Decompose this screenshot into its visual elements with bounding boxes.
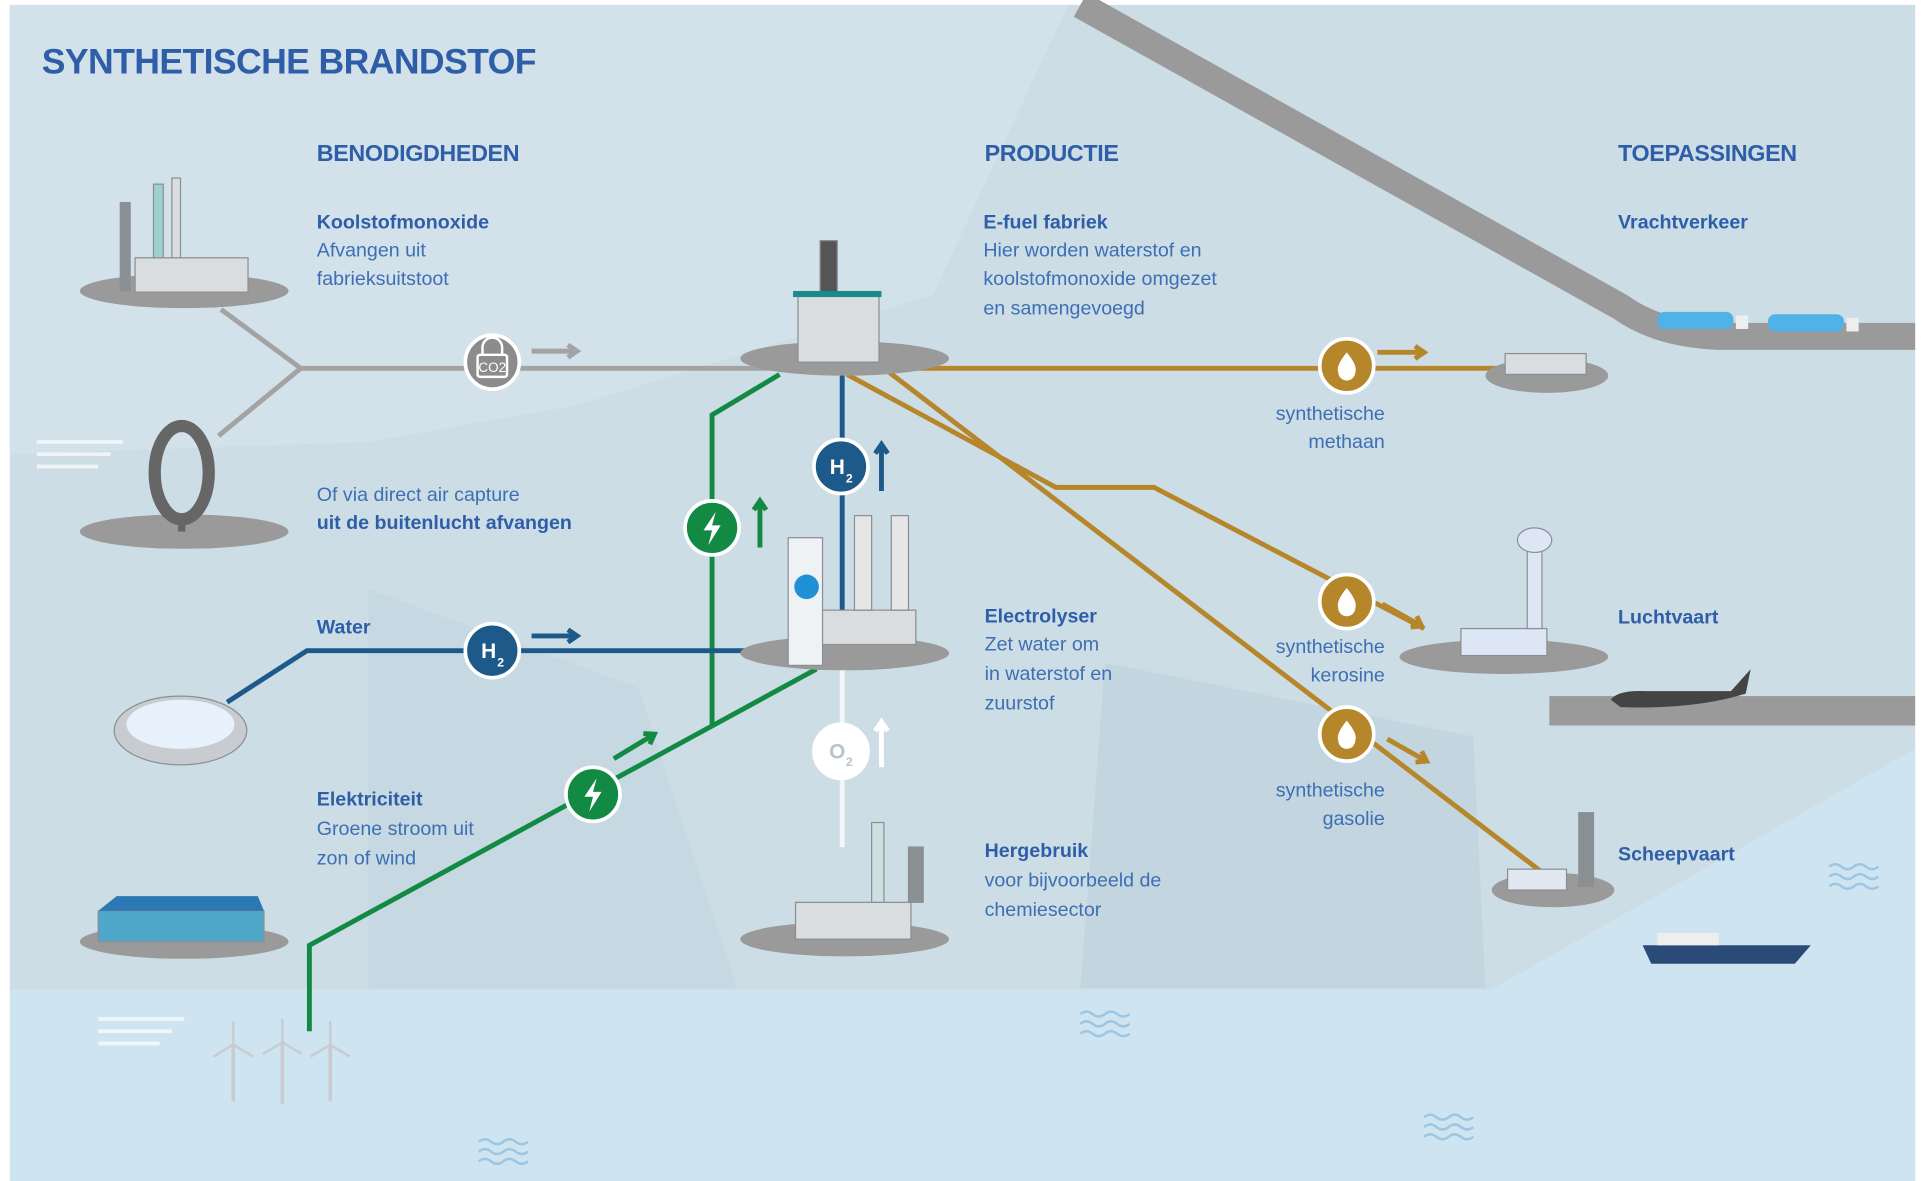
- h2-symbol: H: [830, 456, 845, 479]
- item-title: Water: [317, 616, 371, 638]
- h2-symbol: H: [481, 640, 496, 663]
- item-text: Groene stroom uit: [317, 818, 475, 840]
- building: [872, 823, 884, 903]
- building: [820, 610, 916, 644]
- building: [153, 184, 163, 258]
- item-title: E-fuel fabriek: [983, 211, 1107, 233]
- ship-deck: [1657, 933, 1718, 945]
- fuel-label: kerosine: [1311, 664, 1385, 686]
- item-title: Scheepvaart: [1618, 844, 1735, 866]
- infographic: SYNTHETISCHE BRANDSTOF BENODIGDHEDEN PRO…: [0, 0, 1925, 1181]
- item-title: Luchtvaart: [1618, 607, 1719, 629]
- building: [820, 241, 837, 295]
- column-heading: PRODUCTIE: [985, 140, 1119, 166]
- building: [798, 295, 879, 363]
- o2-sub: 2: [846, 755, 853, 769]
- item-text: Zet water om: [985, 634, 1100, 656]
- tower-top: [1517, 528, 1551, 553]
- co2-label: CO2: [478, 360, 506, 375]
- building: [891, 516, 908, 611]
- h2-sub: 2: [846, 471, 853, 485]
- building: [1505, 354, 1586, 375]
- truck-cab: [1736, 316, 1748, 330]
- item-title: Electrolyser: [985, 605, 1098, 627]
- item-text: Hier worden waterstof en: [983, 240, 1201, 262]
- item-title: Koolstofmonoxide: [317, 211, 489, 233]
- h2-sub: 2: [497, 656, 504, 670]
- truck-cab: [1846, 318, 1858, 332]
- building: [135, 258, 248, 292]
- item-title: Vrachtverkeer: [1618, 211, 1748, 233]
- item-text: koolstofmonoxide omgezet: [983, 268, 1217, 290]
- item-text: en samengevoegd: [983, 297, 1144, 319]
- background: [10, 5, 1915, 1181]
- building: [1579, 813, 1594, 887]
- item-text: Of via direct air capture: [317, 484, 520, 506]
- page: Synthetische brandstof {"title": "SYNTHE…: [0, 0, 1925, 1181]
- building: [1508, 869, 1567, 890]
- ship: [1643, 945, 1811, 963]
- item-text: chemiesector: [985, 899, 1102, 921]
- building: [854, 516, 871, 611]
- item-text: voor bijvoorbeeld de: [985, 869, 1162, 891]
- building: [98, 911, 264, 942]
- runway: [1549, 696, 1915, 725]
- item-text: in waterstof en: [985, 663, 1113, 685]
- item-text: fabrieksuitstoot: [317, 268, 450, 290]
- fuel-label: synthetische: [1276, 780, 1385, 802]
- electrolyser-sign: [794, 575, 819, 600]
- item-text: zuurstof: [985, 693, 1055, 715]
- o2-symbol: O: [829, 741, 845, 764]
- building: [788, 538, 822, 666]
- item-text-bold: uit de buitenlucht afvangen: [317, 512, 572, 534]
- fuel-label: synthetische: [1276, 403, 1385, 425]
- item-title: Elektriciteit: [317, 788, 423, 810]
- fuel-label: synthetische: [1276, 636, 1385, 658]
- truck-tank: [1768, 314, 1844, 331]
- truck-tank: [1657, 312, 1733, 329]
- body: SYNTHETISCHE BRANDSTOF BENODIGDHEDEN PRO…: [0, 0, 1925, 1181]
- building: [796, 902, 911, 939]
- building: [172, 178, 181, 258]
- building: [120, 203, 130, 291]
- item-text: Afvangen uit: [317, 240, 427, 262]
- column-heading: TOEPASSINGEN: [1618, 140, 1797, 166]
- title: SYNTHETISCHE BRANDSTOF: [42, 42, 536, 82]
- column-heading: BENODIGDHEDEN: [317, 140, 519, 166]
- item-title: Hergebruik: [985, 840, 1089, 862]
- building: [908, 847, 923, 902]
- building: [1527, 540, 1542, 628]
- fuel-label: gasolie: [1323, 808, 1385, 830]
- building: [1461, 629, 1547, 656]
- solar-roof: [98, 896, 264, 911]
- reservoir-water: [126, 700, 234, 749]
- fuel-label: methaan: [1308, 431, 1384, 453]
- item-text: zon of wind: [317, 847, 416, 869]
- roof: [793, 291, 881, 297]
